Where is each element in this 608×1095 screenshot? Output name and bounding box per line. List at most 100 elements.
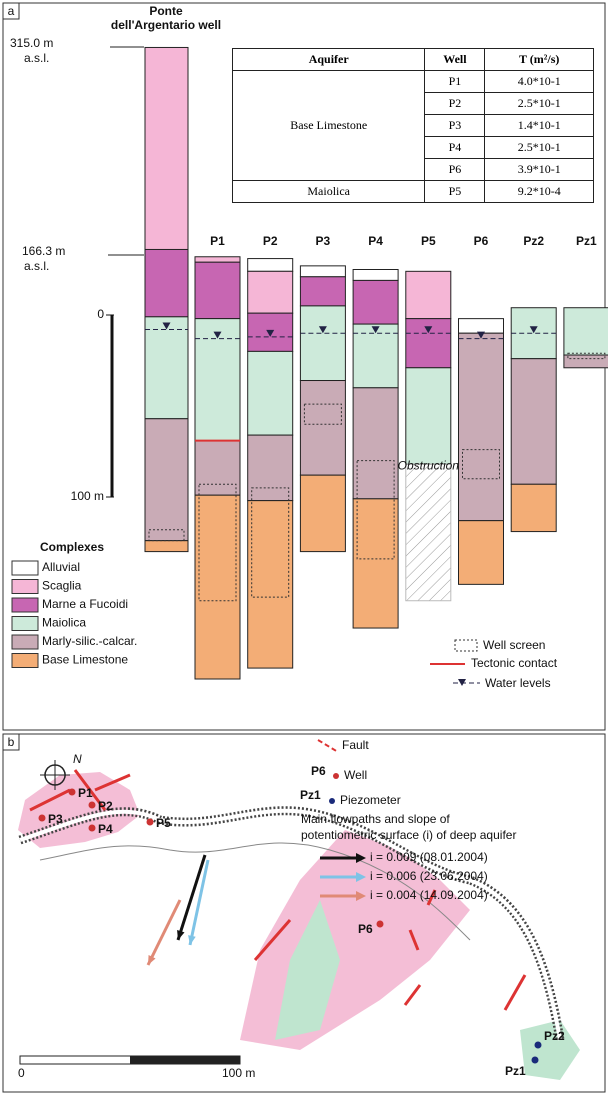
layer <box>145 317 188 419</box>
layer <box>195 262 240 318</box>
map-well <box>69 789 76 796</box>
legend-swatch <box>333 773 339 779</box>
flow-arrow-head <box>177 930 184 940</box>
table-cell: P3 <box>425 115 485 137</box>
layer <box>353 324 398 388</box>
layer <box>406 271 451 318</box>
elevation-label: 166.3 m <box>22 244 65 258</box>
map-well-label: P3 <box>48 812 63 826</box>
legend-label: Tectonic contact <box>471 656 558 670</box>
legend-label: i = 0.004 (14.09.2004) <box>370 888 488 902</box>
layer <box>300 381 345 476</box>
layer <box>195 257 240 262</box>
table-cell: Base Limestone <box>233 71 425 181</box>
legend-title: Main flowpaths and slope of <box>301 812 450 826</box>
table-cell: 9.2*10-4 <box>485 181 594 203</box>
legend-swatch <box>12 598 38 612</box>
table-header: T (m²/s) <box>485 49 594 71</box>
layer <box>511 484 556 531</box>
figure: a b Ponte dell'Argentario well 315.0 m a… <box>0 0 608 1095</box>
well-name: P6 <box>474 234 489 248</box>
legend-label: Marne a Fucoidi <box>42 597 128 611</box>
legend-label: Base Limestone <box>42 653 128 667</box>
well-name: P4 <box>368 234 383 248</box>
table-header: Well <box>425 49 485 71</box>
layer <box>145 419 188 541</box>
layer <box>564 355 608 368</box>
map-piezometer-label: Pz1 <box>505 1064 526 1078</box>
well-name: P3 <box>316 234 331 248</box>
depth-tick-label: 0 <box>97 307 104 321</box>
legend-label: Well <box>344 768 367 782</box>
legend-label: Water levels <box>485 676 551 690</box>
layer <box>300 306 345 381</box>
table-cell: P1 <box>425 71 485 93</box>
table-cell: 2.5*10-1 <box>485 93 594 115</box>
layer <box>511 359 556 485</box>
transmissivity-table: AquiferWellT (m²/s) Base LimestoneP14.0*… <box>232 48 594 203</box>
layer <box>195 495 240 679</box>
layer <box>145 47 188 249</box>
layer <box>459 319 504 334</box>
well-title: Ponte <box>149 4 183 18</box>
legend-label: i = 0.006 (23.06.2004) <box>370 869 488 883</box>
map-piezometer <box>532 1057 539 1064</box>
table-cell: P5 <box>425 181 485 203</box>
legend-swatch <box>12 580 38 594</box>
layer <box>300 475 345 551</box>
map-well-label: P5 <box>156 816 171 830</box>
map-well <box>89 825 96 832</box>
legend-label: Marly-silic.-calcar. <box>42 634 137 648</box>
scale-label: 100 m <box>222 1066 255 1080</box>
layer <box>564 308 608 355</box>
well-name: P1 <box>210 234 225 248</box>
layer <box>353 270 398 281</box>
legend-swatch <box>12 617 38 631</box>
scale-bar <box>130 1056 240 1064</box>
table-cell: 3.9*10-1 <box>485 159 594 181</box>
well-name: P2 <box>263 234 278 248</box>
map-piezometer <box>535 1042 542 1049</box>
legend-label: Scaglia <box>42 579 82 593</box>
legend-swatch <box>318 740 338 752</box>
legend-label: Fault <box>342 738 369 752</box>
table-header: Aquifer <box>233 49 425 71</box>
legend-label: Well screen <box>483 638 545 652</box>
legend-example: P6 <box>311 764 326 778</box>
well-name: Pz2 <box>523 234 544 248</box>
table-cell: 1.4*10-1 <box>485 115 594 137</box>
depth-tick-label: 100 m <box>71 489 104 503</box>
table-cell: P2 <box>425 93 485 115</box>
map-well <box>377 921 384 928</box>
legend-label: i = 0.009 (08.01.2004) <box>370 850 488 864</box>
legend-title: potentiometric surface (i) of deep aquif… <box>301 828 516 842</box>
table-cell: P6 <box>425 159 485 181</box>
obstruction-label: Obstruction <box>398 458 460 472</box>
layer <box>406 319 451 368</box>
well-name: Pz1 <box>576 234 597 248</box>
map-well <box>147 819 154 826</box>
layer <box>459 333 504 520</box>
table-cell: P4 <box>425 137 485 159</box>
layer <box>248 351 293 435</box>
flow-arrow <box>148 900 180 965</box>
legend-swatch <box>329 798 335 804</box>
legend-label: Piezometer <box>340 793 401 807</box>
layer <box>248 259 293 272</box>
layer <box>195 441 240 496</box>
layer <box>248 271 293 313</box>
legend-swatch <box>12 654 38 668</box>
legend-example: Pz1 <box>300 788 321 802</box>
layer <box>459 521 504 585</box>
layer <box>248 501 293 668</box>
legend-label: Maiolica <box>42 616 86 630</box>
map-well <box>89 802 96 809</box>
layer <box>248 435 293 501</box>
map-piezometer-label: Pz2 <box>544 1029 565 1043</box>
well-name: P5 <box>421 234 436 248</box>
map-well-label: P1 <box>78 786 93 800</box>
layer <box>145 541 188 552</box>
north-label: N <box>73 752 82 766</box>
obstruction <box>406 464 451 601</box>
map-well-label: P4 <box>98 822 113 836</box>
